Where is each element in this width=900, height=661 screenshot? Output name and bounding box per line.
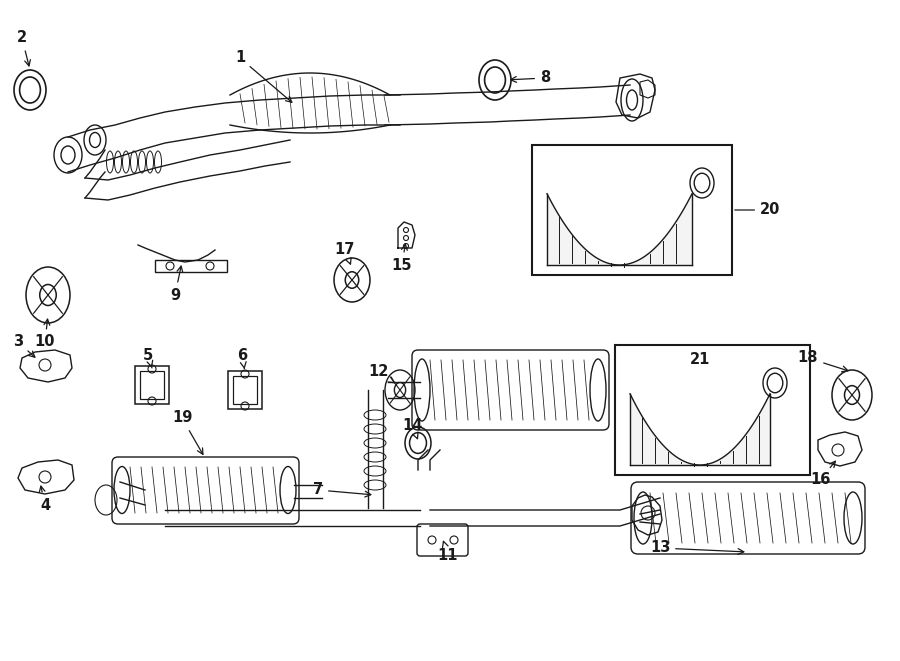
Bar xyxy=(140,371,164,399)
Text: 2: 2 xyxy=(17,30,31,66)
Bar xyxy=(615,345,810,475)
Text: 15: 15 xyxy=(392,244,412,272)
Text: 1: 1 xyxy=(235,50,292,102)
Text: 19: 19 xyxy=(172,410,202,454)
Text: 14: 14 xyxy=(401,418,422,439)
Text: 5: 5 xyxy=(143,348,153,368)
Text: 6: 6 xyxy=(237,348,248,368)
Text: 11: 11 xyxy=(437,541,458,563)
Bar xyxy=(233,376,257,404)
Text: 8: 8 xyxy=(510,71,550,85)
Bar xyxy=(135,366,169,404)
Text: 3: 3 xyxy=(13,334,35,357)
Text: 20: 20 xyxy=(734,202,780,217)
Text: 4: 4 xyxy=(40,486,50,512)
Text: 9: 9 xyxy=(170,266,183,303)
Text: 16: 16 xyxy=(810,461,835,488)
Text: 18: 18 xyxy=(797,350,848,371)
Bar xyxy=(228,371,262,409)
Text: 10: 10 xyxy=(35,319,55,350)
Bar xyxy=(155,260,227,272)
Text: 12: 12 xyxy=(368,364,394,383)
Text: 21: 21 xyxy=(689,352,710,368)
Text: 13: 13 xyxy=(650,541,743,555)
Bar xyxy=(532,145,732,275)
Text: 17: 17 xyxy=(335,243,356,264)
Text: 7: 7 xyxy=(313,483,371,498)
